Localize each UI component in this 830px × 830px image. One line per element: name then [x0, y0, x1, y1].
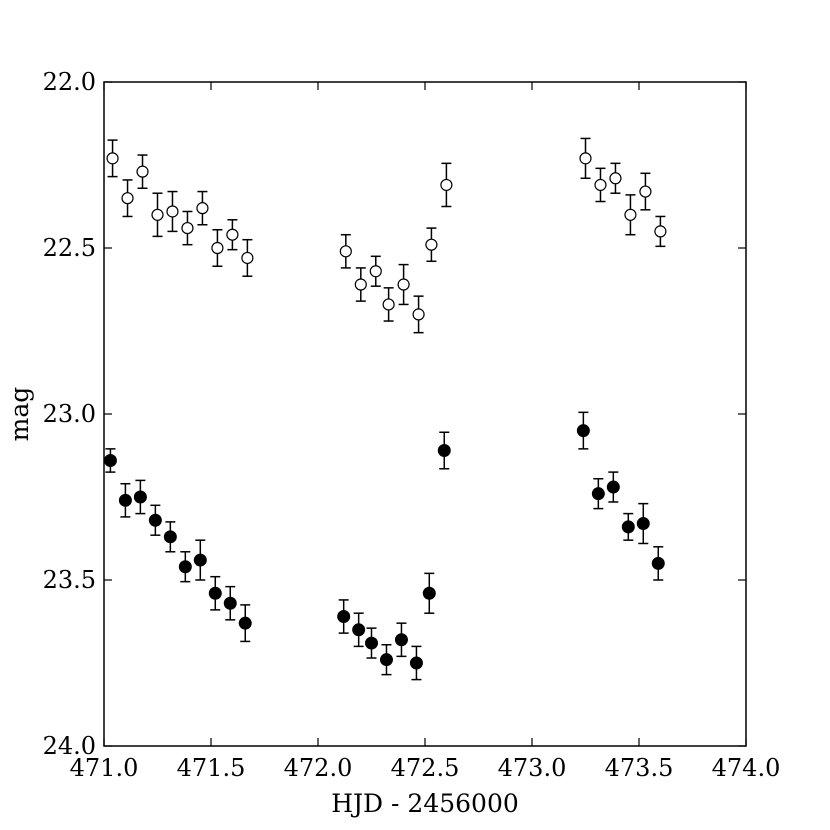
data-point: [412, 308, 425, 321]
data-point: [594, 178, 607, 192]
y-tick-label: 22.5: [43, 234, 96, 262]
data-point: [576, 424, 590, 438]
x-tick-label: 471.0: [70, 754, 139, 782]
x-tick-label: 474.0: [712, 754, 781, 782]
data-point: [118, 493, 132, 507]
data-point: [352, 623, 366, 637]
data-point: [163, 530, 177, 544]
y-axis: 22.0 22.5 23.0 23.5 24.0: [43, 68, 746, 760]
data-point: [437, 444, 451, 458]
y-tick-label: 23.5: [43, 566, 96, 594]
data-point: [193, 553, 207, 567]
data-point: [121, 192, 134, 205]
data-point: [241, 251, 254, 265]
data-point: [133, 490, 147, 504]
data-point: [339, 245, 352, 258]
data-point: [208, 586, 222, 600]
data-point: [397, 278, 410, 291]
x-axis: 471.0 471.5 472.0 472.5 473.0 473.5 474.0: [70, 82, 781, 782]
data-point: [609, 172, 622, 185]
y-tick-label: 24.0: [43, 732, 96, 760]
data-point: [369, 265, 382, 278]
data-point: [354, 278, 367, 291]
data-point: [178, 560, 192, 574]
data-point: [106, 152, 119, 165]
y-axis-label: mag: [5, 387, 34, 442]
data-point: [196, 202, 209, 215]
data-point: [639, 185, 652, 198]
data-point: [181, 221, 194, 235]
data-point: [223, 596, 237, 610]
x-tick-label: 473.5: [605, 754, 674, 782]
plot-frame: [103, 81, 747, 747]
data-point: [103, 453, 117, 467]
y-tick-label: 22.0: [43, 68, 96, 96]
open-circle-series: [106, 137, 667, 334]
x-tick-label: 472.0: [284, 754, 353, 782]
data-point: [591, 487, 605, 501]
data-series: [103, 137, 667, 681]
data-point: [654, 225, 667, 238]
data-point: [579, 152, 592, 165]
y-tick-label: 23.0: [43, 400, 96, 428]
data-point: [394, 633, 408, 647]
data-point: [238, 616, 252, 630]
data-point: [365, 636, 378, 650]
data-point: [226, 228, 239, 241]
data-point: [651, 556, 665, 570]
data-point: [606, 480, 620, 494]
filled-circle-series: [103, 411, 665, 681]
data-point: [422, 586, 436, 600]
data-point: [151, 208, 164, 221]
data-point: [136, 165, 149, 178]
data-point: [148, 513, 162, 527]
x-tick-label: 472.5: [391, 754, 460, 782]
data-point: [337, 610, 351, 624]
x-axis-label: HJD - 2456000: [331, 789, 519, 818]
data-point: [211, 241, 224, 255]
data-point: [636, 517, 650, 531]
data-point: [382, 298, 395, 311]
data-point: [166, 205, 179, 218]
data-point: [624, 208, 637, 221]
data-point: [409, 656, 423, 670]
data-point: [379, 653, 393, 667]
data-point: [621, 520, 635, 534]
data-point: [425, 238, 438, 251]
data-point: [440, 178, 453, 192]
x-tick-label: 471.5: [177, 754, 246, 782]
plot-area: [103, 81, 747, 747]
x-tick-label: 473.0: [498, 754, 567, 782]
